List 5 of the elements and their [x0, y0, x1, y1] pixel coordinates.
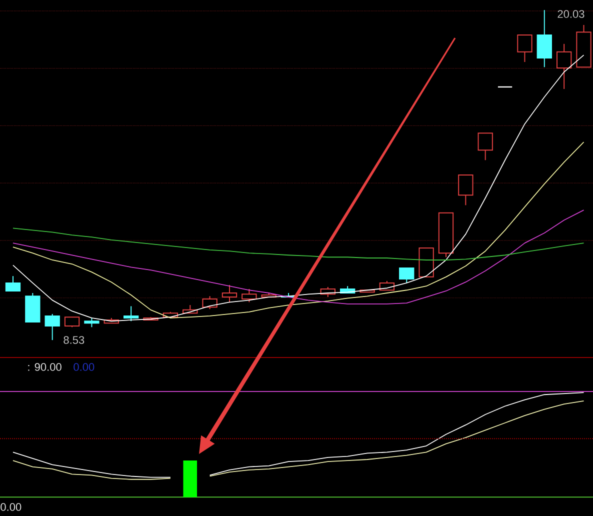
text: 0.00	[74, 363, 94, 371]
text: 0.00	[0, 503, 22, 511]
text: : 90.00	[28, 363, 62, 371]
annotation: 20.03	[558, 10, 584, 18]
annotation: 8.53	[64, 336, 84, 344]
